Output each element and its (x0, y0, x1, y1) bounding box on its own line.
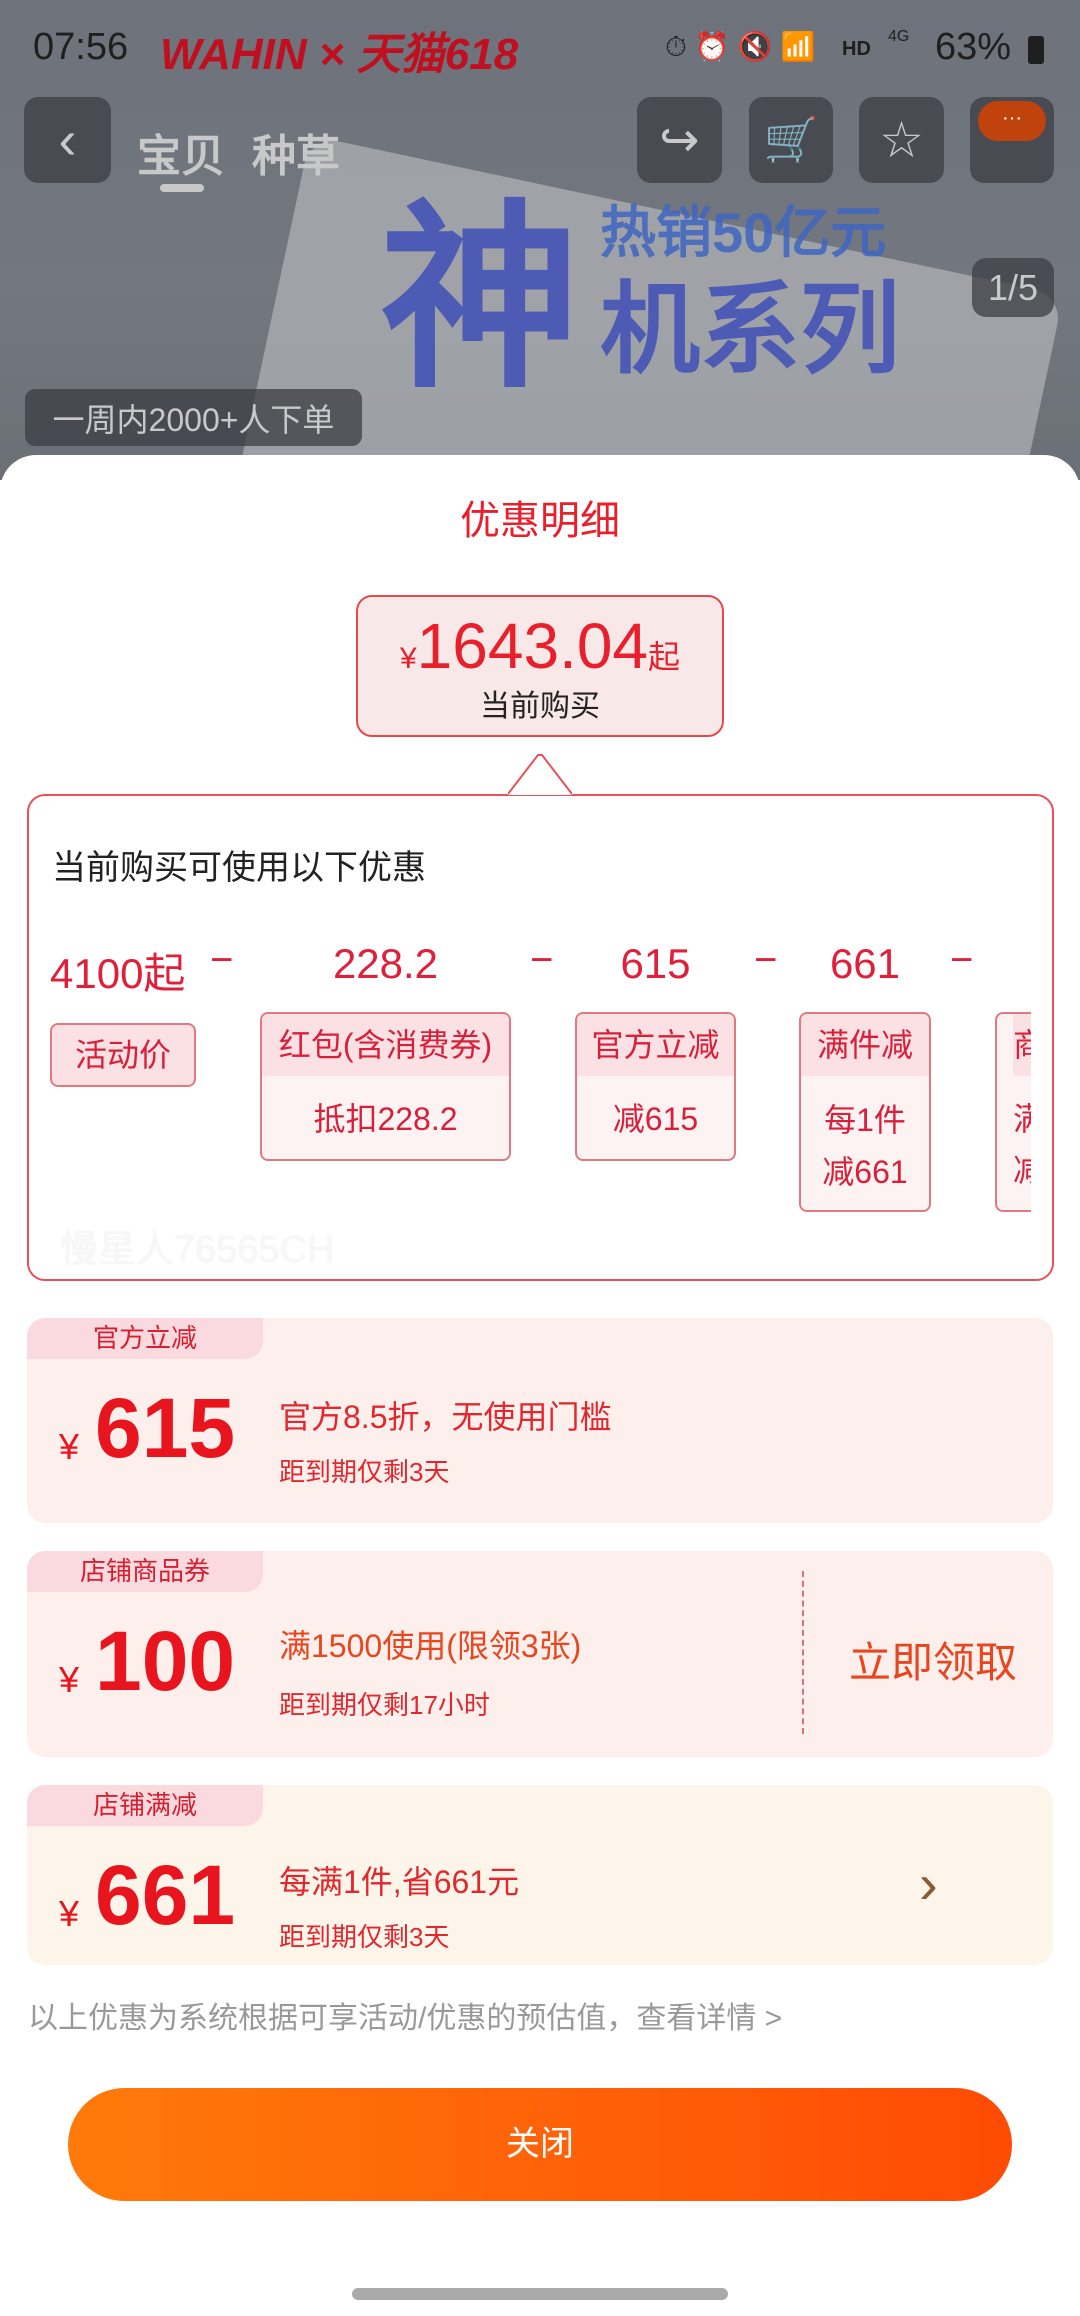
coupon-tag: 官方立减 (27, 1318, 263, 1359)
battery-percent: 63% (935, 26, 1012, 68)
slogan-line1: 热销50亿元 (600, 201, 887, 264)
more-button[interactable]: ··· (970, 97, 1054, 183)
cart-icon: 🛒 (763, 116, 819, 165)
star-icon: ☆ (879, 112, 924, 168)
label-title: 红包(含消费券) (262, 1014, 509, 1076)
coupon-amount: 661 (95, 1848, 236, 1942)
tab-baobei[interactable]: 宝贝 (137, 132, 225, 181)
label-official: 官方立减 减615 (575, 1012, 736, 1161)
coupon-store: 店铺商品券 ¥ 100 满1500使用(限领3张) 距到期仅剩17小时 立即领取 (27, 1551, 1053, 1757)
label-detail-1: 每1件 (824, 1102, 906, 1138)
coupon-desc: 官方8.5折，无使用门槛 (279, 1399, 612, 1435)
price-value: 1643.04 (416, 610, 648, 682)
discount-value-manjian: 661 (829, 940, 901, 987)
minus-sign: − (754, 938, 778, 982)
label-hongbao: 红包(含消费券) 抵扣228.2 (260, 1012, 511, 1161)
network-indicator: 4G (888, 28, 910, 45)
price-caption: 当前购买 (480, 690, 600, 723)
sales-badge: 一周内2000+人下单 (25, 389, 362, 446)
tab-indicator (160, 184, 204, 192)
home-indicator[interactable] (352, 2288, 728, 2300)
minus-sign: − (950, 938, 974, 982)
label-detail-2: 减661 (822, 1154, 908, 1190)
coupon-amount: 615 (95, 1381, 236, 1475)
label-title: 满件减 (801, 1014, 929, 1076)
discount-value-official: 615 (620, 940, 691, 987)
coupon-official: 官方立减 ¥ 615 官方8.5折，无使用门槛 距到期仅剩3天 (27, 1318, 1053, 1523)
coupon-currency: ¥ (59, 1659, 80, 1700)
image-counter: 1/5 (972, 258, 1054, 317)
coupon-amount: 100 (95, 1614, 236, 1708)
price-currency: ¥ (399, 642, 417, 675)
coupon-expiry: 距到期仅剩3天 (279, 1457, 450, 1487)
minus-sign: − (210, 938, 234, 982)
back-button[interactable]: ‹ (24, 97, 111, 183)
label-activity-price: 活动价 (50, 1023, 196, 1087)
label-title: 商 (1013, 1014, 1031, 1076)
claim-button[interactable]: 立即领取 (849, 1639, 1018, 1686)
breakdown-heading: 当前购买可使用以下优惠 (52, 849, 426, 887)
coupon-store-manjian[interactable]: 店铺满减 ¥ 661 每满1件,省661元 距到期仅剩3天 › (27, 1785, 1053, 1965)
label-detail-1: 满 (1013, 1101, 1046, 1137)
slogan-line2: 机系列 (600, 274, 900, 386)
coupon-expiry: 距到期仅剩17小时 (279, 1690, 490, 1720)
status-time: 07:56 (33, 26, 129, 68)
current-price-box: ¥1643.04起 当前购买 (356, 595, 724, 737)
coupon-desc: 每满1件,省661元 (279, 1864, 520, 1900)
hd-indicator: HD (842, 38, 871, 60)
chevron-right-icon: › (919, 1852, 938, 1915)
label-detail: 抵扣228.2 (313, 1101, 458, 1137)
slogan-big: 神 (380, 188, 581, 411)
tab-zhongcao[interactable]: 种草 (252, 132, 340, 181)
coupon-tag: 店铺商品券 (27, 1551, 263, 1592)
share-button[interactable]: ↪ (637, 97, 722, 183)
watermark: 慢星人76565CH (60, 1229, 335, 1271)
label-detail-2: 减 (1013, 1152, 1046, 1188)
sheet-title: 优惠明细 (460, 499, 620, 543)
coupon-expiry: 距到期仅剩3天 (279, 1922, 450, 1952)
brand-logo: WAHIN × 天猫618 (160, 30, 519, 79)
footnote-link[interactable]: 以上优惠为系统根据可享活动/优惠的预估值，查看详情 > (28, 2002, 783, 2035)
pointer-arrow (508, 754, 572, 795)
favorite-button[interactable]: ☆ (859, 97, 944, 183)
chevron-left-icon: ‹ (58, 110, 77, 170)
label-partial: 商 满 减 (995, 1012, 1046, 1212)
label-detail: 减615 (612, 1101, 699, 1137)
battery-icon (1028, 36, 1044, 64)
close-button[interactable]: 关闭 (68, 2088, 1012, 2201)
discount-value-hongbao: 228.2 (332, 940, 439, 987)
label-manjian: 满件减 每1件 减661 (799, 1012, 931, 1212)
coupon-currency: ¥ (59, 1426, 80, 1467)
cart-button[interactable]: 🛒 (749, 97, 833, 183)
more-icon: ··· (978, 101, 1046, 141)
minus-sign: − (530, 938, 554, 982)
label-title: 官方立减 (577, 1014, 734, 1076)
coupon-currency: ¥ (59, 1893, 80, 1934)
status-icons: ⏱⏰🔇📶 (665, 31, 824, 62)
coupon-desc: 满1500使用(限领3张) (279, 1628, 582, 1664)
coupon-tag: 店铺满减 (27, 1785, 263, 1826)
dashed-divider (802, 1571, 804, 1734)
price-suffix: 起 (648, 639, 681, 675)
base-price: 4100起 (50, 950, 186, 997)
share-icon: ↪ (659, 114, 700, 167)
